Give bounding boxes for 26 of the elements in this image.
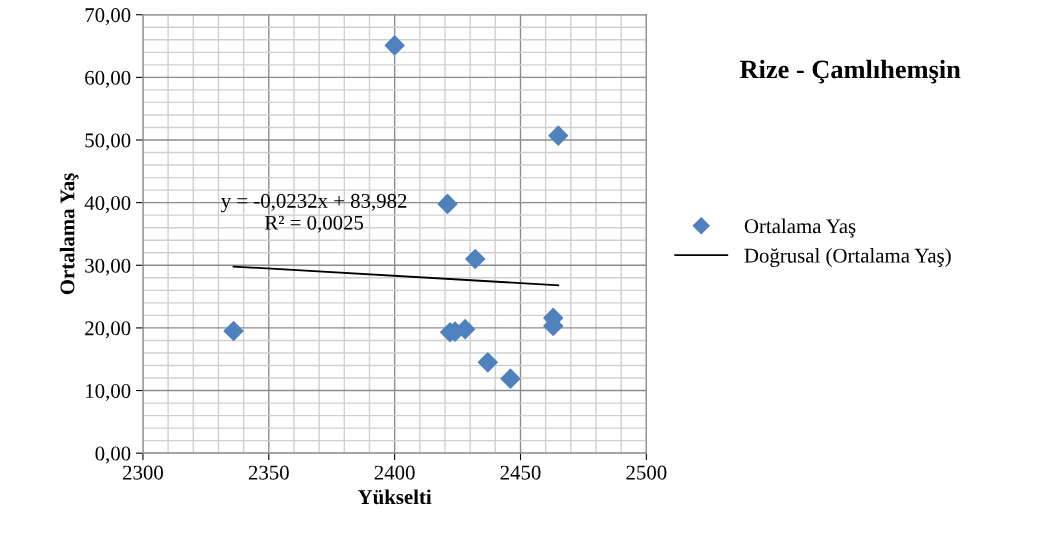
point <box>477 352 498 373</box>
point <box>223 321 244 342</box>
y-tick-label: 70,00 <box>85 8 131 26</box>
point <box>465 249 486 270</box>
y-tick-label: 10,00 <box>86 383 131 401</box>
legend-label: Ortalama Yaş <box>744 218 856 238</box>
legend-label: Doğrusal (Ortalama Yaş) <box>744 248 951 267</box>
point <box>548 125 569 146</box>
x-tick-label: 2400 <box>374 465 415 480</box>
y-tick-label: 50,00 <box>85 133 131 151</box>
point <box>437 193 458 214</box>
x-axis-title: Yükselti <box>357 489 432 505</box>
text: Rize - Çamlıhemşin <box>739 59 961 84</box>
x-tick-label: 2500 <box>626 465 667 480</box>
x-tick-label: 2350 <box>248 465 289 480</box>
y-tick-label: 60,00 <box>85 70 131 88</box>
x-tick-label: 2300 <box>123 465 163 480</box>
point <box>500 368 521 389</box>
y-axis-title: Ortalama Yaş <box>59 173 79 295</box>
y-tick-label: 0,00 <box>95 446 131 464</box>
annotation: y = -0,0232x + 83,982 R² = 0,0025 <box>221 193 407 233</box>
y-tick-label: 20,00 <box>85 321 131 339</box>
x-tick-label: 2450 <box>500 465 541 480</box>
y-tick-label: 30,00 <box>85 258 131 276</box>
point <box>384 35 405 56</box>
y-tick-label: 40,00 <box>84 196 131 214</box>
